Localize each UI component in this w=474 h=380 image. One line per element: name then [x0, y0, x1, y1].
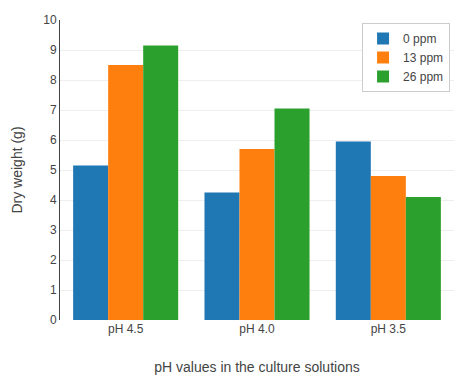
svg-text:pH values in the culture solut: pH values in the culture solutions	[154, 359, 359, 375]
svg-text:1: 1	[50, 283, 57, 297]
svg-text:0: 0	[50, 313, 57, 327]
svg-text:Dry weight (g): Dry weight (g)	[9, 126, 25, 213]
svg-text:pH 4.0: pH 4.0	[239, 322, 275, 336]
svg-text:9: 9	[50, 43, 57, 57]
svg-text:pH 4.5: pH 4.5	[108, 322, 144, 336]
svg-text:8: 8	[50, 73, 57, 87]
svg-text:0 ppm: 0 ppm	[403, 32, 436, 46]
svg-text:26 ppm: 26 ppm	[403, 70, 443, 84]
svg-text:6: 6	[50, 133, 57, 147]
svg-text:10: 10	[43, 13, 57, 27]
svg-text:5: 5	[50, 163, 57, 177]
svg-text:3: 3	[50, 223, 57, 237]
svg-text:13 ppm: 13 ppm	[403, 51, 443, 65]
svg-text:4: 4	[50, 193, 57, 207]
svg-text:7: 7	[50, 103, 57, 117]
svg-text:2: 2	[50, 253, 57, 267]
svg-text:pH 3.5: pH 3.5	[371, 322, 407, 336]
